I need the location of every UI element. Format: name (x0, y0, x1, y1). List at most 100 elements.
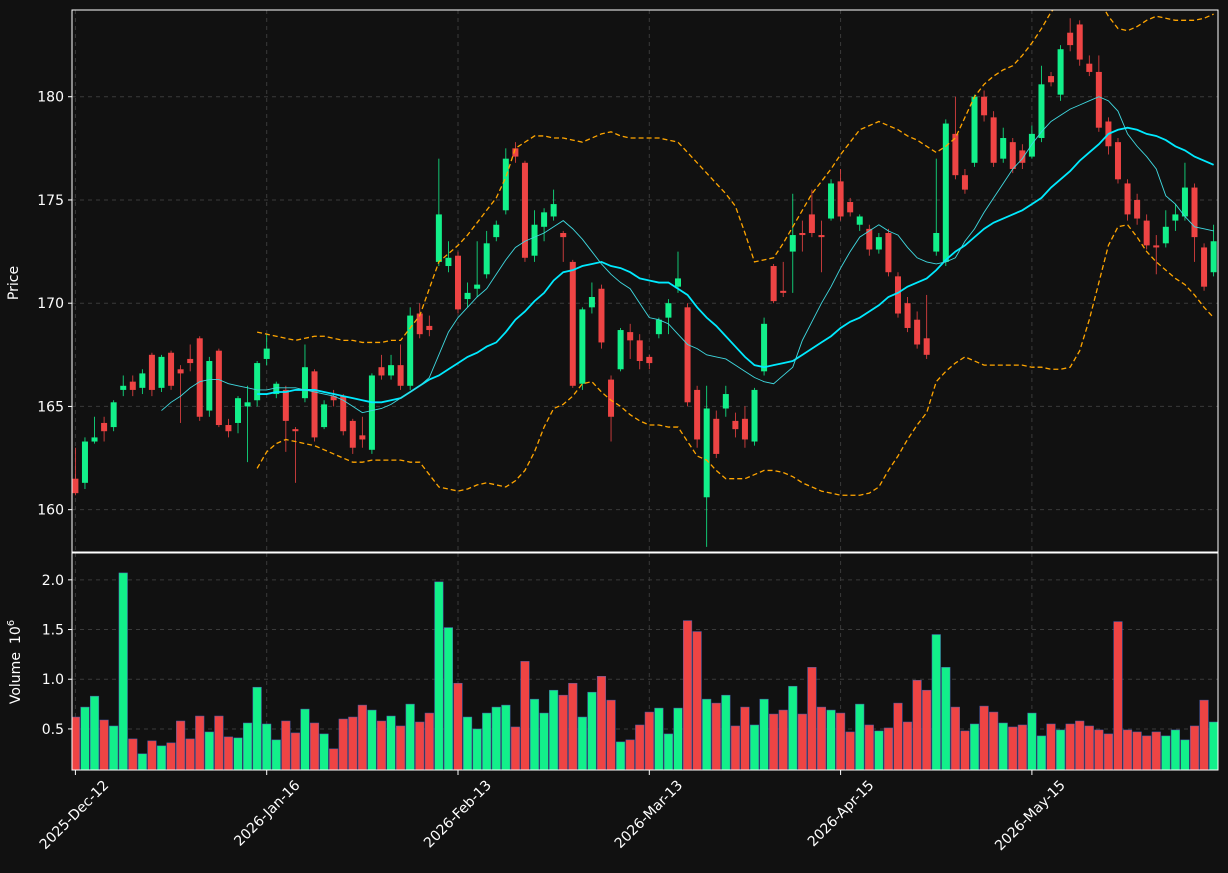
volume-bar (740, 706, 750, 770)
candle-body (206, 361, 213, 411)
candle-body (474, 284, 481, 289)
volume-bar (1113, 621, 1123, 770)
volume-bar (759, 698, 769, 770)
overlay-line (256, 224, 1215, 496)
y-tick-label: 1.5 (42, 623, 64, 639)
volume-bar (654, 707, 664, 770)
volume-bar (568, 682, 578, 770)
volume-bar (147, 740, 157, 770)
volume-bar (99, 719, 109, 770)
candle-body (359, 435, 366, 440)
candle-body (110, 402, 117, 428)
candle-body (435, 214, 442, 262)
volume-bar (836, 712, 846, 770)
candle-body (703, 408, 710, 498)
y-tick-label: 1.0 (42, 672, 64, 688)
candle-body (646, 356, 653, 364)
candle-body (1095, 71, 1102, 128)
candle-body (1201, 247, 1208, 287)
candle-body (751, 389, 758, 442)
candle-body (1143, 220, 1150, 246)
candle-body (378, 367, 385, 376)
candle-body (1048, 76, 1055, 83)
y-tick-label: 175 (37, 193, 64, 209)
candle-body (684, 307, 691, 403)
y-tick-label: 160 (37, 503, 64, 519)
volume-bar (1189, 725, 1200, 770)
candle-body (770, 266, 777, 302)
volume-bar (979, 705, 989, 770)
volume-bar (1209, 721, 1218, 770)
candle-body (263, 348, 270, 359)
volume-bar (874, 730, 884, 770)
candle-body (531, 224, 538, 256)
candle-body (1153, 245, 1160, 248)
candle-body (627, 332, 634, 341)
volume-bar (883, 727, 893, 770)
candle-body (196, 338, 203, 417)
candle-body (1162, 226, 1169, 244)
volume-bar (472, 728, 482, 770)
volume-bar (692, 631, 702, 770)
candle-body (254, 363, 261, 401)
candle-body (799, 232, 806, 236)
volume-bar (969, 723, 980, 770)
volume-bar (109, 725, 119, 770)
volume-bar (788, 685, 798, 770)
candles (72, 18, 1217, 547)
candle-body (1028, 133, 1035, 157)
candle-body (273, 383, 280, 395)
candle-body (1000, 138, 1007, 159)
candle-body (1038, 84, 1045, 139)
volume-bar (539, 712, 549, 770)
volume-bar (463, 716, 473, 770)
candle-body (837, 181, 844, 217)
candle-body (828, 183, 835, 219)
volume-bar (1036, 735, 1047, 770)
volume-bar (989, 711, 999, 770)
volume-bar (778, 709, 788, 770)
volume-bar (80, 706, 90, 770)
candle-body (1067, 32, 1074, 46)
candle-body (416, 313, 423, 335)
volume-bar (922, 689, 932, 770)
volume-bar (807, 667, 817, 770)
volume-bar (300, 708, 310, 770)
volume-bar (577, 716, 587, 770)
candle-body (990, 117, 997, 163)
candle-body (933, 232, 940, 252)
overlay-line (161, 96, 1214, 414)
volume-bar (453, 682, 463, 770)
candle-body (301, 367, 308, 399)
volume-bar (338, 718, 348, 770)
candle-body (1134, 199, 1141, 219)
candle-body (292, 429, 299, 432)
volume-bar (845, 731, 855, 770)
volume-bar (434, 581, 444, 770)
volume-bar (931, 634, 941, 770)
volume-bar (1065, 723, 1075, 770)
candle-body (904, 303, 911, 328)
candle-body (129, 381, 136, 390)
candle-body (560, 232, 567, 238)
candle-body (148, 354, 155, 390)
candle-body (732, 420, 739, 430)
candle-body (971, 96, 978, 163)
candle-body (780, 290, 787, 293)
candle-body (225, 425, 232, 432)
candle-body (636, 340, 643, 362)
volume-bar (118, 572, 128, 770)
volume-bar (529, 698, 540, 770)
candle-body (330, 396, 337, 401)
candle-body (1019, 150, 1026, 163)
candle-body (72, 478, 79, 494)
volume-bar (673, 707, 683, 770)
volume-bar (903, 721, 913, 770)
price-axis-label: Price (6, 266, 22, 300)
volume-bar (625, 739, 635, 770)
volume-bar (893, 702, 903, 770)
candle-body (923, 338, 930, 355)
volume-bar (424, 712, 434, 770)
volume-axis-label: Volume 106 (6, 620, 24, 704)
